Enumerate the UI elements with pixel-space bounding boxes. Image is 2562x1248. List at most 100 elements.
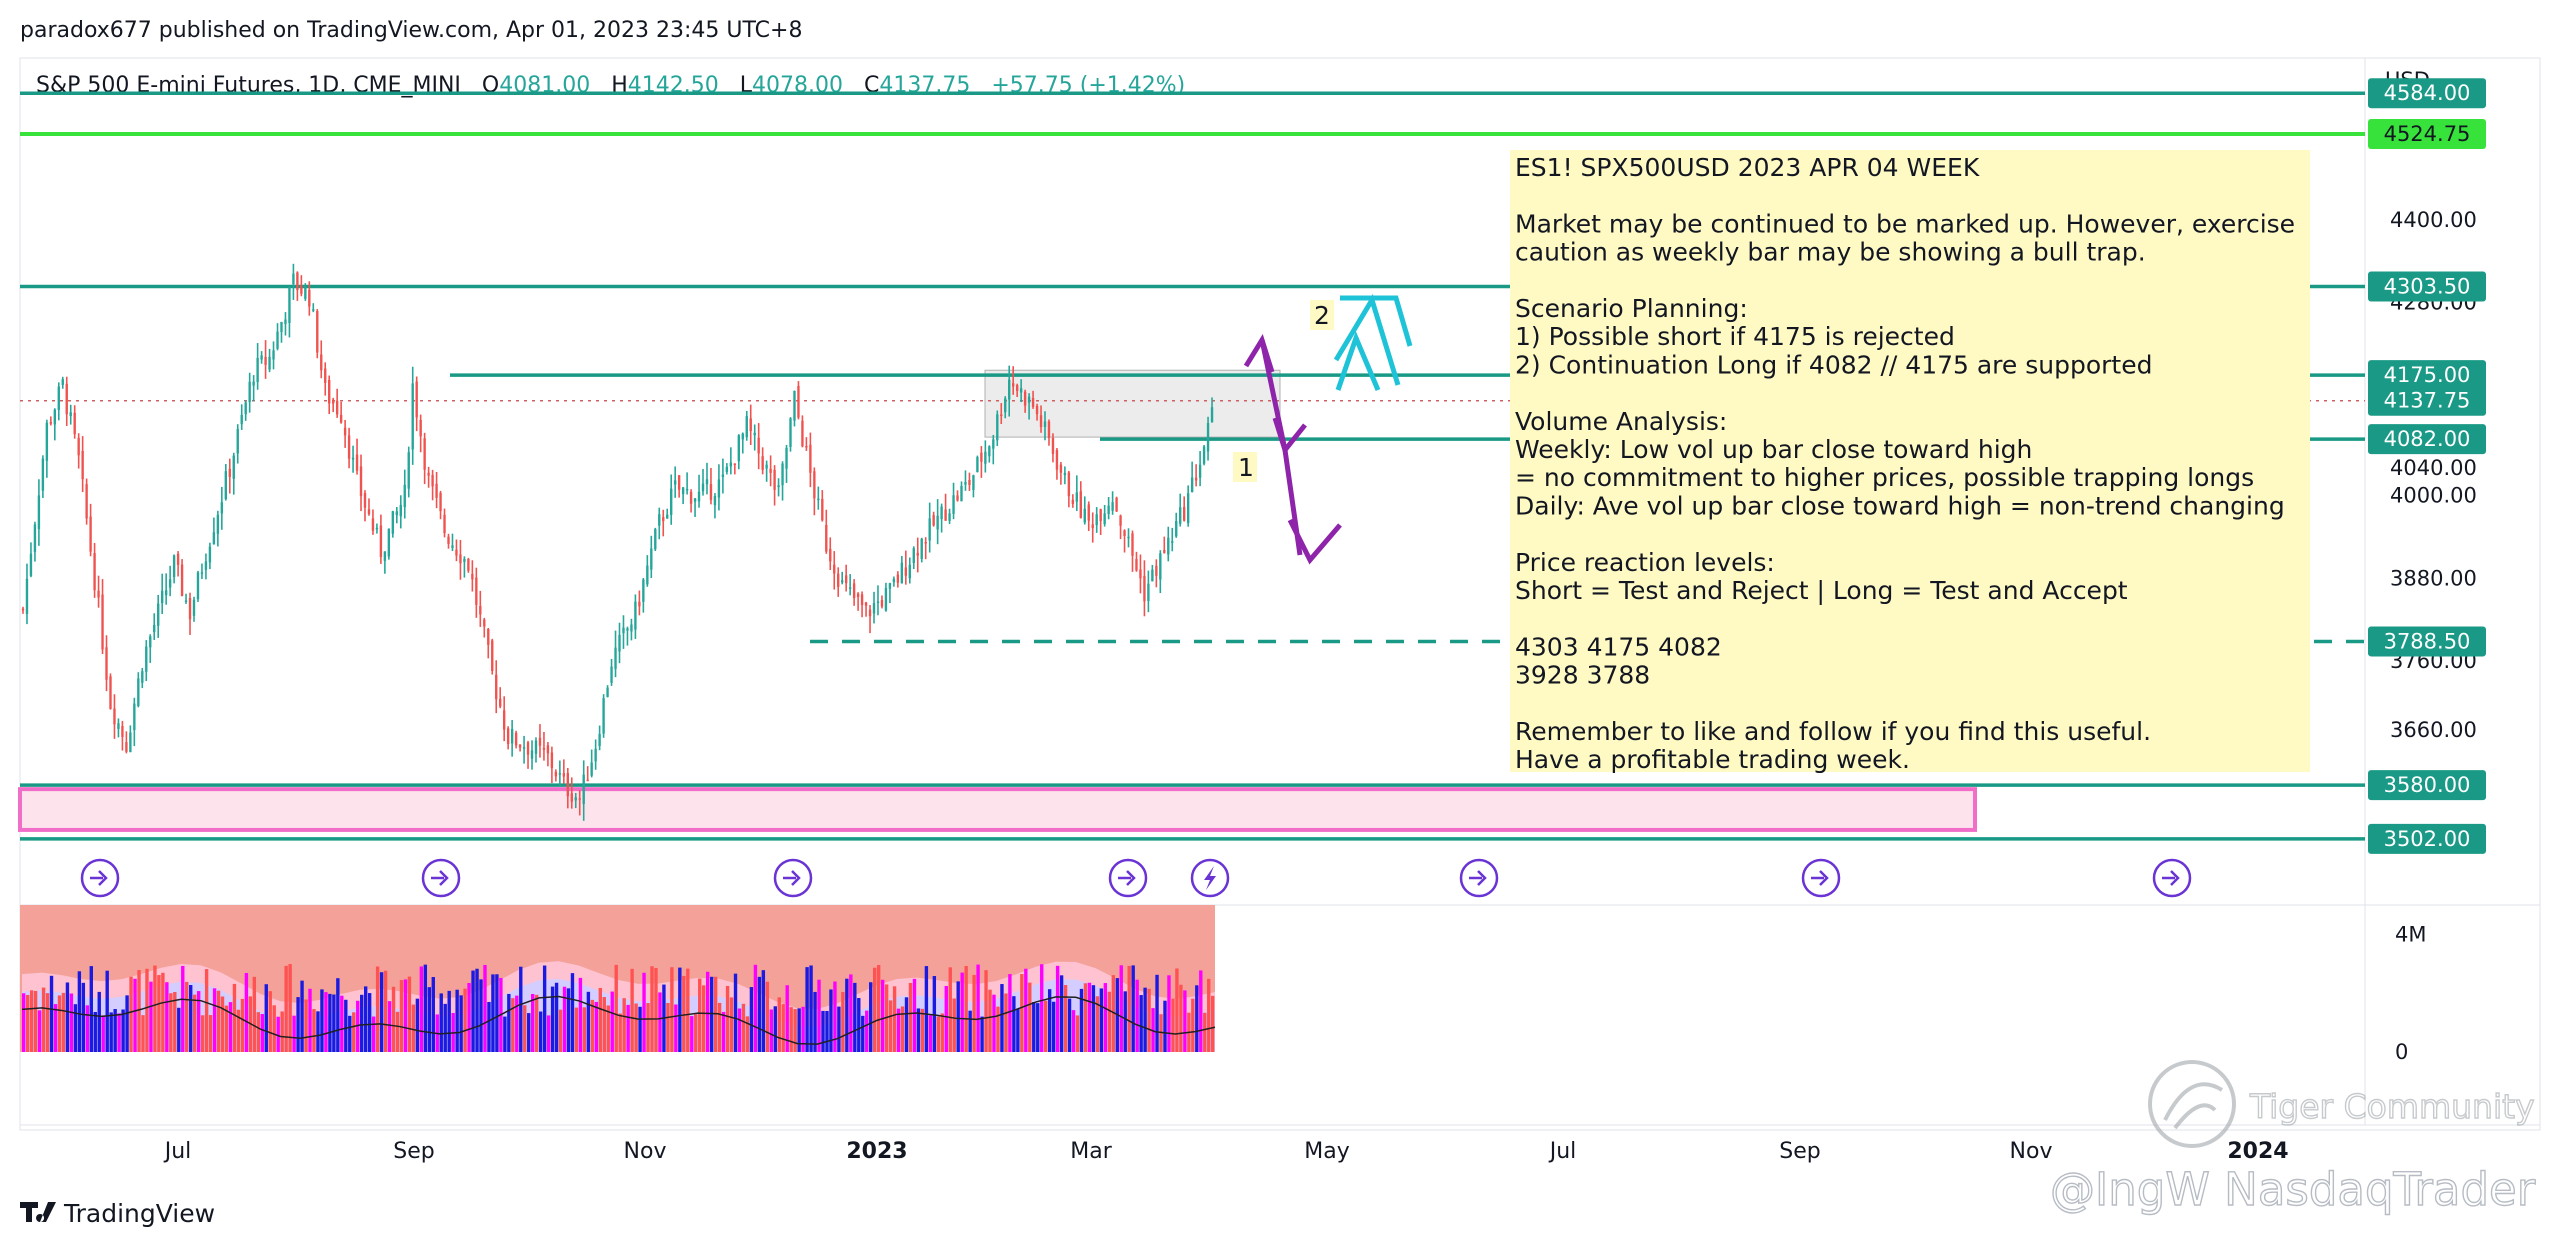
event-marker[interactable] <box>80 858 120 898</box>
analysis-note[interactable]: ES1! SPX500USD 2023 APR 04 WEEK Market m… <box>1510 150 2310 774</box>
candle-body <box>220 502 224 514</box>
candle-body <box>1107 505 1110 514</box>
note-line: Volume Analysis: <box>1515 407 1727 436</box>
volume-bar <box>594 1001 599 1052</box>
volume-bar <box>940 1013 944 1052</box>
volume-bar <box>972 974 976 1052</box>
candle-body <box>753 432 756 436</box>
volume-bar <box>173 992 177 1052</box>
candle-body <box>403 484 406 508</box>
candle-body <box>825 524 828 552</box>
event-marker[interactable] <box>1190 858 1230 898</box>
note-line <box>1515 520 1523 549</box>
volume-bar <box>511 998 515 1052</box>
candle-body <box>304 287 307 299</box>
candle-body <box>685 488 689 491</box>
volume-bar <box>109 1012 113 1052</box>
candle-body <box>837 573 840 587</box>
candle-body <box>292 273 295 285</box>
volume-bar <box>698 978 702 1052</box>
event-marker[interactable] <box>421 858 461 898</box>
candle-body <box>260 355 263 360</box>
candle-body <box>829 548 832 562</box>
candle-body <box>113 708 116 725</box>
tradingview-logo[interactable]: TradingView <box>20 1199 215 1228</box>
event-marker[interactable] <box>2152 858 2192 898</box>
candle-body <box>371 518 375 531</box>
label-1: 1 <box>1238 453 1254 482</box>
candle-body <box>328 379 331 404</box>
volume-bar <box>212 988 217 1052</box>
volume-bar <box>546 1015 551 1052</box>
candle-body <box>821 498 824 521</box>
volume-bar <box>387 1001 392 1052</box>
volume-bar <box>439 993 443 1052</box>
volume-bar <box>1199 970 1203 1052</box>
volume-bar <box>328 993 332 1052</box>
volume-bar <box>379 972 384 1052</box>
volume-bar <box>558 1009 563 1052</box>
event-marker[interactable] <box>773 858 813 898</box>
volume-bar <box>300 980 304 1052</box>
volume-bar <box>101 1015 105 1052</box>
volume-bar <box>654 967 658 1052</box>
label-1-bg <box>1233 452 1257 482</box>
candle-body <box>129 732 132 753</box>
volume-bar <box>427 987 432 1052</box>
volume-bar <box>463 988 467 1052</box>
volume-bar <box>157 975 161 1052</box>
candle-body <box>1111 502 1114 511</box>
event-marker[interactable] <box>1459 858 1499 898</box>
candle-body <box>1127 536 1130 539</box>
candle-body <box>264 356 267 365</box>
volume-bar <box>153 965 157 1052</box>
candle-body <box>594 748 597 762</box>
volume-bar <box>837 1006 841 1052</box>
candle-body <box>848 587 852 589</box>
volume-bar <box>89 966 93 1052</box>
candles-layer <box>21 263 1214 821</box>
volume-bar <box>61 992 66 1052</box>
candle-body <box>578 798 581 800</box>
candle-body <box>1039 415 1043 428</box>
volume-bar <box>1103 983 1108 1052</box>
candle-body <box>506 728 510 745</box>
event-marker[interactable] <box>1108 858 1148 898</box>
volume-bar <box>1183 990 1187 1052</box>
volume-bar <box>264 984 268 1052</box>
candle-body <box>1043 421 1047 427</box>
volume-bar <box>169 993 173 1052</box>
volume-bar <box>483 965 487 1052</box>
candle-body <box>590 762 593 776</box>
candle-body <box>797 386 800 418</box>
arrow-right-icon <box>431 870 449 886</box>
candle-body <box>85 484 88 519</box>
candle-body <box>423 438 426 470</box>
candle-body <box>308 289 311 307</box>
volume-bar <box>1155 974 1159 1052</box>
candle-body <box>363 493 367 508</box>
volume-bar <box>22 993 26 1052</box>
volume-bar <box>29 990 34 1052</box>
volume-bar <box>944 985 948 1052</box>
candle-body <box>204 561 208 570</box>
candle-body <box>733 463 737 465</box>
volume-bar <box>208 1015 213 1052</box>
candle-body <box>602 698 605 734</box>
volume-bar <box>308 988 312 1052</box>
candle-body <box>1131 533 1134 556</box>
volume-bar <box>523 1005 527 1052</box>
candle-body <box>980 452 983 462</box>
volume-bar <box>423 964 428 1052</box>
candle-body <box>276 331 279 349</box>
volume-bar <box>1171 998 1175 1052</box>
candle-body <box>510 728 514 744</box>
volume-bar <box>717 1002 722 1052</box>
event-marker[interactable] <box>1801 858 1841 898</box>
volume-bar <box>447 990 451 1052</box>
volume-bar <box>336 978 340 1052</box>
candle-body <box>916 552 919 556</box>
volume-bar <box>1004 993 1008 1052</box>
candle-body <box>502 710 506 730</box>
level-price-tag <box>2368 271 2486 302</box>
